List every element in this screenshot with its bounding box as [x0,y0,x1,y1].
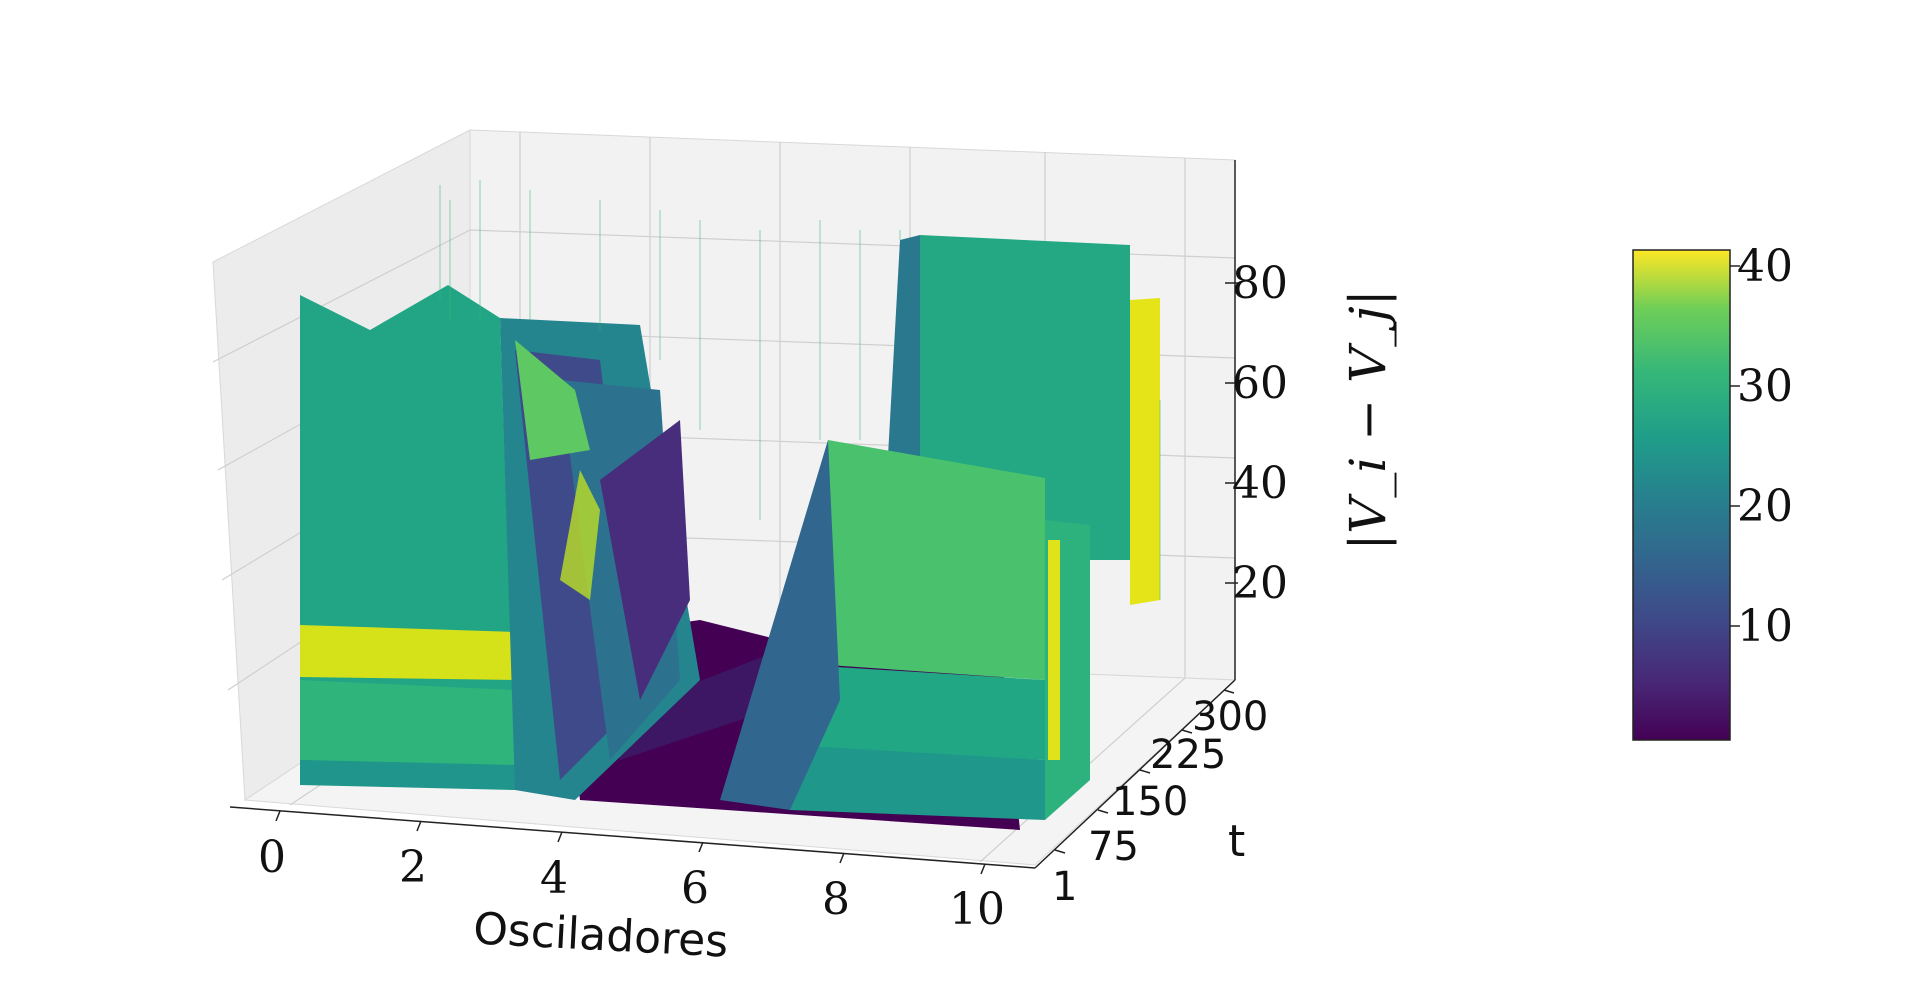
z-axis-label: |V_i − V_j| [1339,289,1397,550]
colorbar-gradient [1632,249,1731,741]
t-tick-label: 225 [1150,732,1226,778]
surface-right-slope [720,440,840,810]
x-tick-label: 6 [681,863,709,914]
x-tick-marks [275,810,986,875]
x-tick-label: 4 [540,853,568,904]
z-tick-label: 60 [1232,358,1288,409]
surface-left-yellow-band [300,625,515,680]
colorbar-tick-marks [1730,265,1740,627]
t-tick-label: 300 [1192,694,1268,740]
axis-lines [229,160,1236,869]
z-tick-label: 20 [1232,558,1288,609]
surface-left-base [300,760,515,790]
z-tick-label: 40 [1232,458,1288,509]
t-tick-marks [1054,689,1235,854]
x-tick-labels: 0 2 4 6 8 10 [258,832,1005,935]
colorbar: 10 20 30 40 [1632,241,1793,741]
surface [300,180,1161,830]
t-tick-label: 150 [1112,779,1188,825]
colorbar-tick-label: 40 [1737,241,1793,292]
surface-right-yellow-strip [1048,540,1060,760]
colorbar-tick-label: 30 [1737,361,1793,412]
surface-valley-streaks [600,650,800,760]
z-tick-label: 80 [1232,258,1288,309]
colorbar-tick-label: 10 [1737,601,1793,652]
colorbar-tick-label: 20 [1737,481,1793,532]
x-axis-line [229,806,1036,869]
t-axis-line [1034,679,1236,869]
surface-ridge-5 [515,340,590,460]
x-tick-label: 8 [822,874,850,925]
surface-ridge-4 [600,420,690,700]
t-tick-label: 75 [1088,824,1139,870]
z-tick-marks [1225,282,1238,584]
surface-right-yellow-edge [1130,298,1160,605]
z-tick-labels: 20 40 60 80 [1232,258,1288,609]
x-tick-label: 0 [258,832,286,883]
t-tick-labels: 1 75 150 225 300 [1052,694,1268,910]
surface-right-front-block [828,440,1045,680]
t-axis-label: t [1228,816,1245,867]
surface-ridge-6 [560,470,600,600]
x-tick-label: 2 [399,842,427,893]
x-tick-label: 10 [949,884,1005,935]
surface-left-lower-band [300,680,515,765]
t-tick-label: 1 [1052,864,1077,910]
surface-right-front-band [805,665,1045,760]
surface-needle-streaks [439,180,1161,600]
surface-right-front-lower [790,745,1045,820]
